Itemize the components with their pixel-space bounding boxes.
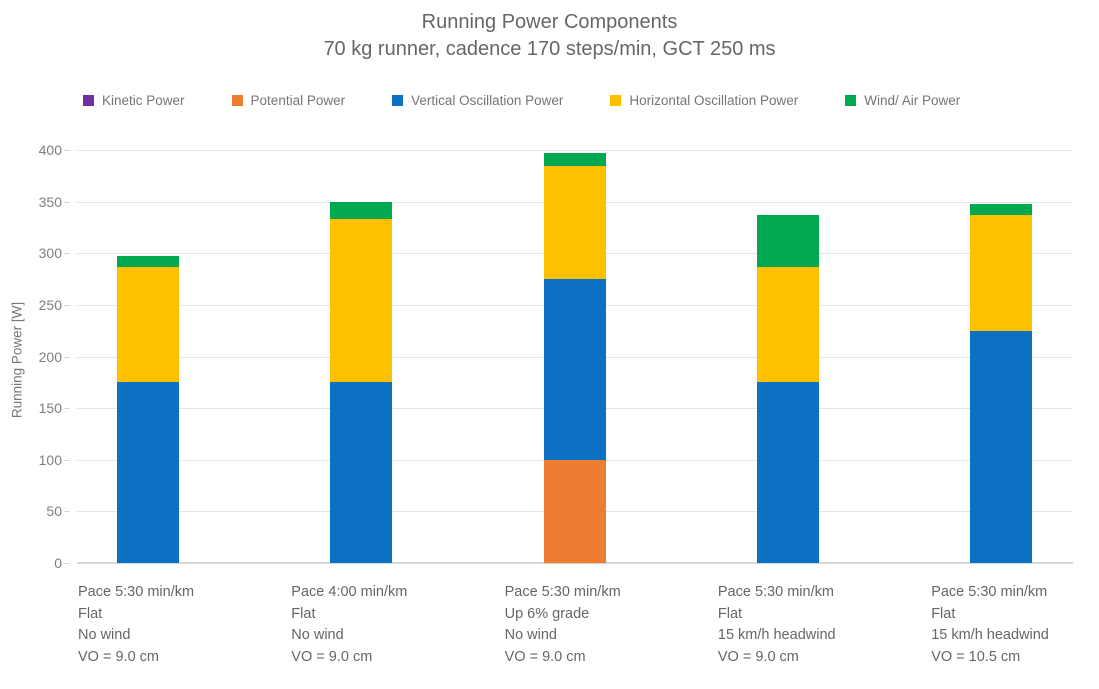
- bar-segment: [117, 256, 179, 267]
- bar-segment: [543, 279, 606, 460]
- y-tick-label: 400: [38, 142, 62, 158]
- plot-area: [77, 150, 1073, 564]
- y-tick-mark: [64, 150, 70, 151]
- legend-swatch-icon: [83, 95, 94, 106]
- chart-titles: Running Power Components 70 kg runner, c…: [0, 9, 1099, 63]
- y-tick-mark: [64, 304, 70, 306]
- legend-label: Horizontal Oscillation Power: [629, 93, 799, 108]
- category-label-line: Flat: [78, 605, 103, 622]
- category-label: Pace 5:30 min/km Flat 15 km/h headwind VO =…: [931, 582, 1099, 668]
- bar-segment: [330, 382, 393, 563]
- legend-item: Horizontal Oscillation Power: [610, 93, 798, 108]
- legend-swatch-icon: [845, 95, 857, 106]
- category-label-line: VO = 9.0 cm: [78, 648, 159, 665]
- category-label-line: VO = 9.0 cm: [504, 648, 586, 665]
- y-tick-label: 200: [38, 348, 62, 365]
- x-axis-line: [77, 562, 1073, 564]
- y-tick-label: 350: [38, 193, 62, 210]
- y-tick-mark: [64, 408, 70, 410]
- category-label-line: Flat: [931, 605, 956, 622]
- bar-segment: [117, 266, 179, 383]
- category-label-line: VO = 9.0 cm: [291, 648, 373, 665]
- chart-subtitle: 70 kg runner, cadence 170 steps/min, GCT…: [323, 38, 776, 60]
- legend-item: Wind/ Air Power: [845, 93, 960, 108]
- y-tick-mark: [64, 563, 70, 564]
- category-label-line: 15 km/h headwind: [717, 627, 836, 643]
- stacked-bar: [756, 215, 819, 563]
- category-label-line: Pace 5:30 min/km: [78, 584, 195, 600]
- stacked-bar: [117, 256, 179, 563]
- bar-segment: [970, 215, 1033, 331]
- y-tick-label: 150: [38, 400, 62, 417]
- category-label-line: Pace 5:30 min/km: [717, 584, 834, 600]
- legend-swatch-icon: [392, 95, 404, 106]
- legend-label: Potential Power: [250, 93, 346, 108]
- category-label-line: Pace 5:30 min/km: [504, 584, 621, 600]
- category-label-line: Pace 4:00 min/km: [291, 584, 408, 600]
- y-tick-label: 0: [54, 555, 62, 571]
- chart-legend: Kinetic Power Potential Power Vertical Osc…: [83, 93, 960, 108]
- stacked-bar: [330, 201, 393, 563]
- legend-item: Vertical Oscillation Power: [392, 93, 563, 108]
- y-tick-mark: [64, 201, 70, 203]
- category-label-line: 15 km/h headwind: [931, 627, 1049, 643]
- bar-segment: [970, 203, 1033, 216]
- legend-item: Potential Power: [231, 93, 346, 108]
- bar-segment: [970, 330, 1033, 563]
- stacked-bar: [970, 203, 1033, 563]
- gridline: [77, 150, 1073, 151]
- y-tick-mark: [64, 511, 70, 513]
- category-label-line: VO = 9.0 cm: [717, 648, 799, 665]
- bar-segment: [330, 219, 393, 383]
- legend-label: Vertical Oscillation Power: [411, 93, 564, 108]
- legend-label: Kinetic Power: [102, 93, 185, 108]
- y-tick-mark: [64, 253, 70, 255]
- category-label-line: VO = 10.5 cm: [931, 648, 1021, 665]
- bar-segment: [756, 266, 819, 383]
- y-tick-label: 100: [38, 451, 62, 468]
- legend-swatch-icon: [231, 95, 243, 106]
- category-label-line: Flat: [291, 605, 316, 622]
- y-tick-label: 50: [46, 503, 62, 520]
- bar-segment: [756, 215, 819, 267]
- y-tick-label: 300: [38, 245, 62, 262]
- category-label-line: No wind: [291, 627, 344, 643]
- category-label-line: Pace 5:30 min/km: [931, 584, 1048, 600]
- bar-segment: [756, 382, 819, 563]
- bar-segment: [543, 459, 606, 563]
- category-label: Pace 5:30 min/km Flat No wind VO = 9.0 cm: [78, 582, 258, 668]
- legend-label: Wind/ Air Power: [864, 93, 961, 108]
- legend-swatch-icon: [610, 95, 622, 106]
- bar-segment: [543, 153, 606, 166]
- chart-title: Running Power Components: [421, 11, 678, 33]
- y-tick-mark: [64, 459, 70, 461]
- bar-segment: [330, 201, 393, 220]
- legend-item: Kinetic Power: [83, 93, 185, 108]
- y-tick-mark: [64, 356, 70, 358]
- category-label: Pace 4:00 min/km Flat No wind VO = 9.0 cm: [291, 582, 471, 668]
- y-tick-label: 250: [38, 296, 62, 313]
- y-axis-ticks: 0 50 100 150 200 250 300 350 400: [0, 142, 70, 571]
- category-label-line: Flat: [717, 605, 743, 622]
- category-label-line: No wind: [78, 627, 131, 643]
- stacked-bar: [543, 153, 606, 563]
- bar-segment: [543, 165, 606, 280]
- category-label-line: Up 6% grade: [504, 605, 590, 622]
- category-label-line: No wind: [504, 627, 557, 643]
- bar-segment: [117, 382, 179, 563]
- category-label: Pace 5:30 min/km Up 6% grade No wind VO = 9…: [505, 582, 685, 668]
- category-label: Pace 5:30 min/km Flat 15 km/h headwind VO =…: [718, 582, 898, 668]
